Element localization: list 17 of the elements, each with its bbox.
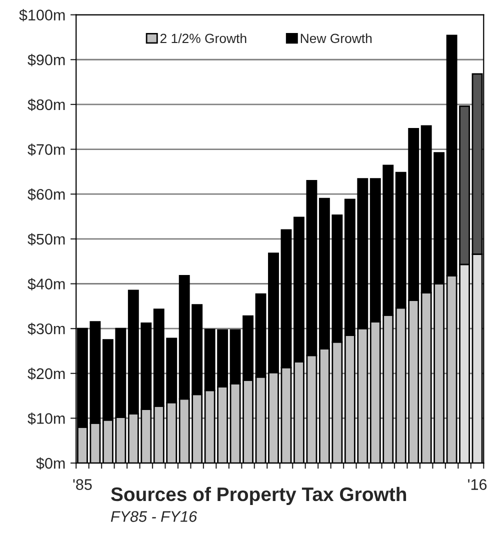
y-tick-label: $0m [36, 457, 65, 470]
y-tick-label: $10m [28, 412, 65, 425]
x-tick-label: '16 [468, 479, 487, 490]
y-tick-label: $50m [28, 233, 65, 246]
y-tick-label: $20m [28, 368, 65, 380]
x-tick-label: '85 [73, 479, 92, 490]
y-tick-label: $100m [19, 9, 65, 22]
y-tick-label: $80m [28, 98, 65, 112]
text: Sources of Property Tax Growth [111, 486, 406, 506]
y-tick-label: $60m [28, 188, 65, 201]
y-tick-label: $30m [28, 322, 65, 336]
y-tick-label: $90m [28, 54, 65, 66]
text: FY85 - FY16 [110, 511, 198, 522]
legend-label: 2 1/2% Growth [160, 33, 246, 44]
legend-label: New Growth [300, 33, 372, 44]
y-tick-label: $40m [28, 278, 65, 290]
y-tick-label: $70m [28, 144, 65, 156]
